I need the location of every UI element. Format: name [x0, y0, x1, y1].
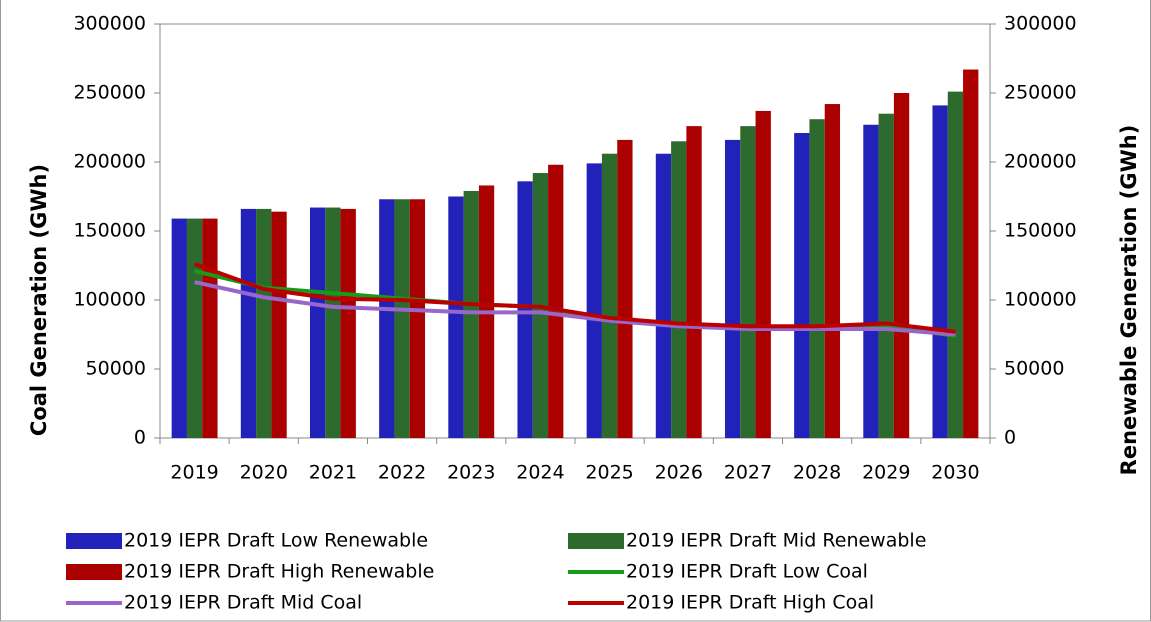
bar — [724, 139, 741, 439]
bar — [963, 69, 979, 438]
bar — [240, 208, 257, 438]
legend-swatch — [66, 533, 122, 549]
legend-label: 2019 IEPR Draft Mid Coal — [124, 592, 362, 614]
y-tick-label: 0 — [134, 427, 146, 449]
x-tick-label: 2022 — [378, 462, 426, 484]
bar — [379, 199, 395, 438]
bar — [601, 153, 618, 438]
x-tick-label: 2027 — [724, 462, 772, 484]
y2-tick-label: 0 — [1004, 427, 1016, 449]
y-axis-label: Coal Generation (GWh) — [27, 164, 51, 436]
x-tick-label: 2024 — [516, 462, 564, 484]
bar — [794, 133, 810, 438]
bar — [686, 126, 702, 439]
x-tick-label: 2021 — [309, 462, 357, 484]
bar — [394, 199, 410, 438]
x-tick-label: 2028 — [793, 462, 841, 484]
bar — [863, 124, 879, 439]
legend-label: 2019 IEPR Draft Low Renewable — [124, 530, 428, 552]
bar — [309, 207, 326, 438]
bar — [740, 126, 756, 439]
legend-label: 2019 IEPR Draft Mid Renewable — [626, 530, 926, 552]
x-tick-label: 2030 — [931, 462, 979, 484]
y-tick-label: 100000 — [73, 289, 146, 311]
bar — [548, 164, 564, 438]
y-tick-label: 150000 — [73, 220, 146, 242]
legend-label: 2019 IEPR Draft High Renewable — [124, 561, 434, 583]
legend-swatch — [66, 564, 122, 580]
bar — [271, 211, 287, 438]
bar — [409, 199, 426, 438]
bar — [755, 110, 771, 438]
bar — [256, 208, 272, 438]
bar — [932, 105, 948, 439]
line — [193, 262, 956, 334]
bar — [586, 163, 602, 438]
legend-label: 2019 IEPR Draft Low Coal — [626, 561, 868, 583]
bar — [617, 139, 633, 439]
legend-swatch — [568, 533, 624, 549]
bar — [947, 91, 964, 439]
bar — [325, 207, 341, 438]
x-tick-label: 2025 — [585, 462, 633, 484]
bar — [878, 113, 894, 438]
x-tick-label: 2020 — [240, 462, 288, 484]
x-tick-label: 2026 — [655, 462, 703, 484]
bar — [809, 119, 825, 438]
y-tick-label: 200000 — [73, 151, 146, 173]
x-tick-label: 2019 — [170, 462, 218, 484]
x-tick-label: 2023 — [447, 462, 495, 484]
bar — [171, 218, 187, 438]
y-tick-label: 50000 — [86, 358, 146, 380]
bar — [824, 104, 841, 438]
line — [194, 280, 956, 337]
bar — [655, 153, 672, 438]
y2-tick-label: 200000 — [1004, 151, 1077, 173]
bar — [340, 208, 356, 438]
y2-tick-label: 300000 — [1004, 13, 1077, 35]
bar — [202, 218, 218, 438]
bar — [448, 196, 464, 438]
y2-tick-label: 150000 — [1004, 220, 1077, 242]
bar — [186, 218, 203, 438]
bar — [893, 93, 910, 438]
x-tick-label: 2029 — [862, 462, 910, 484]
y2-tick-label: 50000 — [1004, 358, 1064, 380]
legend-label: 2019 IEPR Draft High Coal — [626, 592, 874, 614]
y2-axis-label: Renewable Generation (GWh) — [1117, 125, 1141, 476]
y-tick-label: 250000 — [73, 82, 146, 104]
bar — [463, 190, 479, 438]
bar — [517, 181, 533, 438]
y2-tick-label: 250000 — [1004, 82, 1077, 104]
y-tick-label: 300000 — [73, 13, 146, 35]
y2-tick-label: 100000 — [1004, 289, 1077, 311]
bar — [671, 141, 687, 439]
